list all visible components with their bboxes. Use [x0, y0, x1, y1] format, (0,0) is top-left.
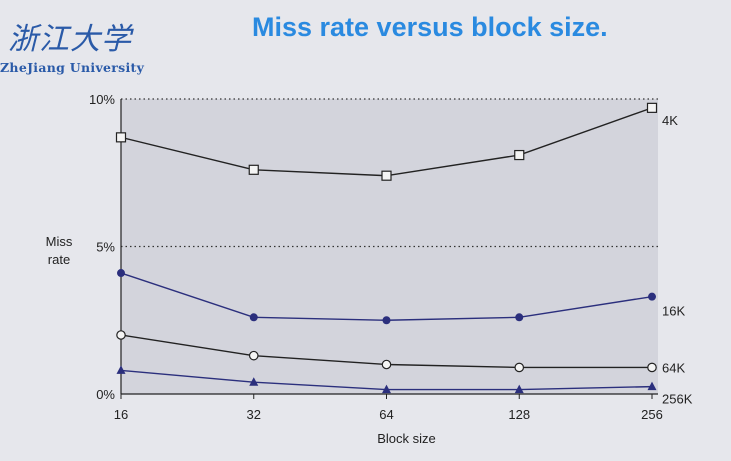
x-tick-label: 256 — [641, 407, 663, 422]
data-point — [248, 350, 259, 361]
data-point — [249, 313, 258, 322]
data-point — [647, 362, 657, 373]
x-tick-label: 64 — [379, 407, 393, 422]
data-point — [647, 381, 657, 391]
data-point — [116, 365, 126, 374]
series-label: 256K — [662, 392, 693, 407]
data-point — [648, 292, 656, 301]
data-point — [116, 330, 126, 340]
university-logo: 浙江大学 ZheJiang University — [0, 14, 170, 76]
slide-title: Miss rate versus block size. — [252, 12, 608, 42]
data-point — [514, 384, 524, 394]
data-point — [381, 170, 392, 181]
data-point — [514, 362, 525, 373]
data-point — [382, 384, 391, 394]
data-point — [248, 164, 259, 175]
data-point — [382, 316, 391, 325]
x-tick-label: 32 — [247, 407, 261, 422]
data-point — [514, 149, 525, 161]
series-label: 16K — [662, 304, 685, 319]
x-tick-label: 128 — [508, 407, 530, 422]
y-tick-label: 5% — [96, 240, 115, 255]
y-tick-label: 10% — [89, 92, 115, 107]
data-point — [249, 377, 259, 386]
y-tick-label: 0% — [96, 387, 115, 402]
series-label: 64K — [662, 360, 685, 375]
data-point — [515, 313, 524, 322]
plot-area — [121, 99, 658, 394]
series-label: 4K — [662, 113, 678, 128]
data-point — [381, 359, 392, 370]
data-point — [115, 132, 127, 143]
logo-text: ZheJiang University — [0, 60, 145, 75]
logo-script: 浙江大学 — [8, 22, 132, 57]
y-axis-label: Miss — [46, 234, 73, 249]
y-axis-label: rate — [48, 252, 70, 267]
x-axis-label: Block size — [377, 431, 436, 446]
data-point — [117, 269, 125, 278]
x-tick-label: 16 — [114, 407, 128, 422]
data-point — [646, 102, 658, 113]
